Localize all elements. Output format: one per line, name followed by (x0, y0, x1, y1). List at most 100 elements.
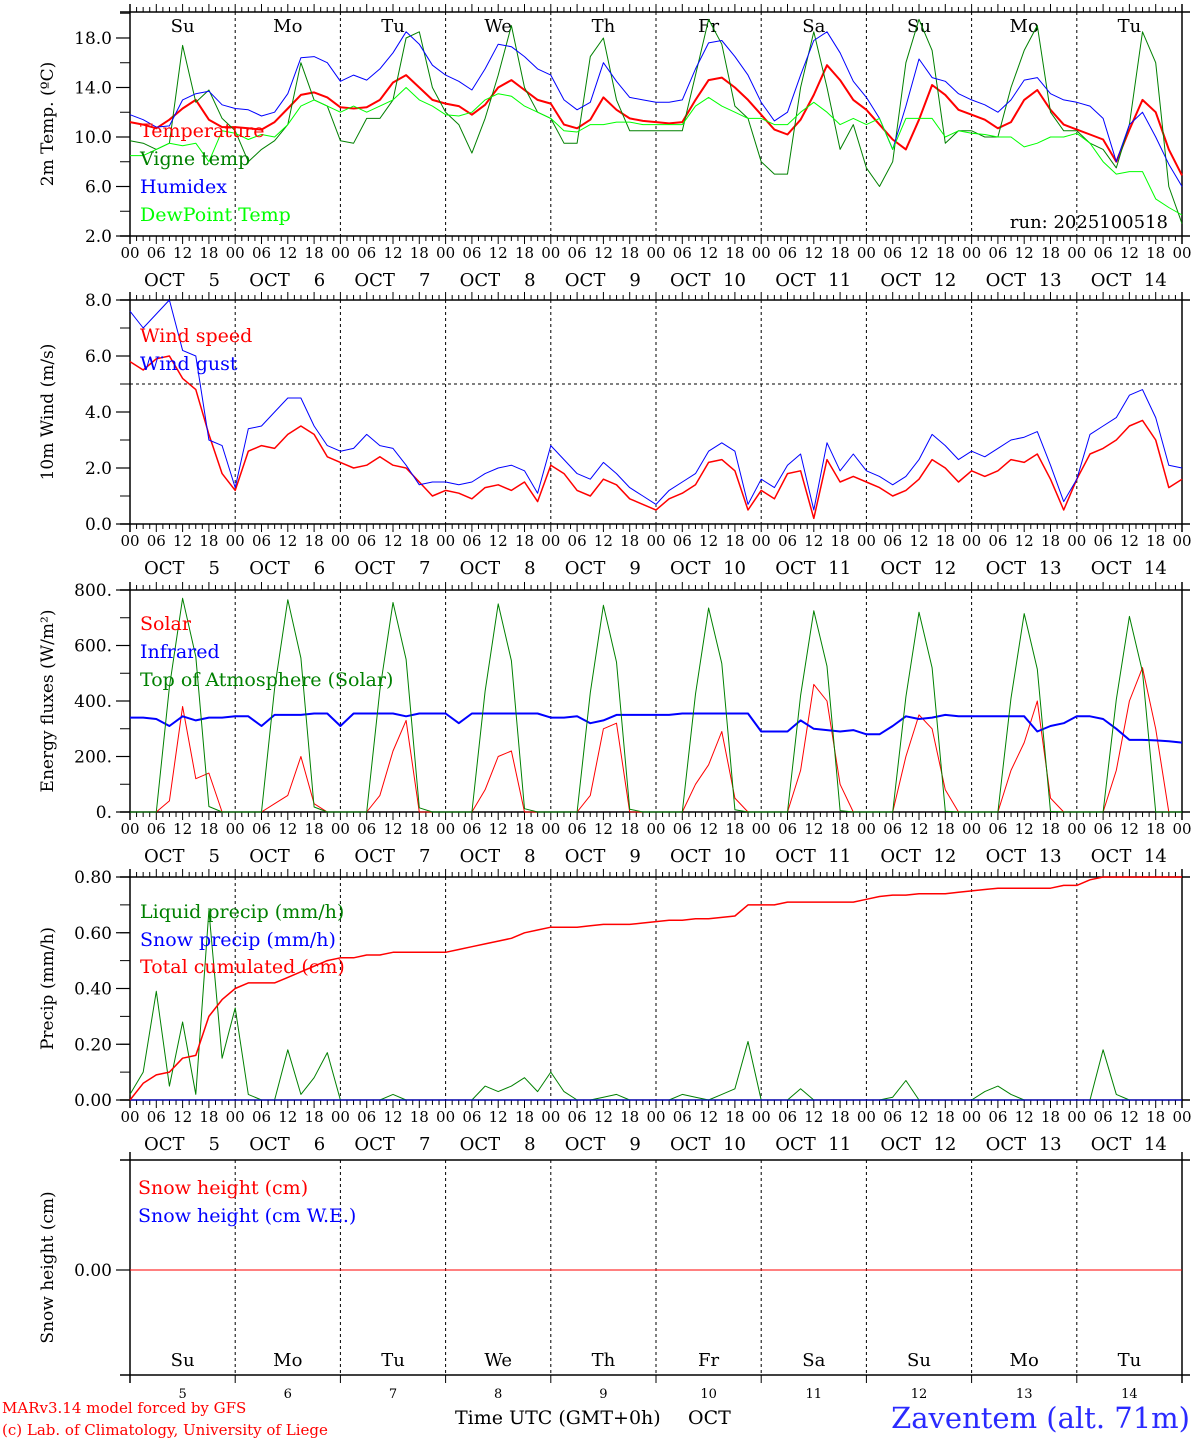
day-label: 12 (933, 846, 956, 867)
hour-tick-label: 00 (331, 244, 350, 262)
month-label: OCT (460, 270, 501, 291)
month-label: OCT (775, 270, 816, 291)
hour-tick-label: 12 (594, 532, 613, 550)
y-tick-label: 0.20 (74, 1035, 112, 1055)
legend-entry: Humidex (140, 176, 227, 198)
weekday-label: Su (171, 16, 195, 37)
legend-entry: Snow height (cm W.E.) (138, 1205, 356, 1227)
bottom-day-number: 6 (284, 1387, 292, 1402)
legend-entry: Top of Atmosphere (Solar) (140, 669, 393, 691)
y-tick-label: 18.0 (74, 29, 112, 49)
hour-tick-label: 06 (673, 820, 692, 838)
month-label: OCT (249, 846, 290, 867)
hour-tick-label: 18 (1041, 820, 1060, 838)
month-label: OCT (460, 558, 501, 579)
y-tick-label: 8.0 (85, 291, 112, 311)
day-label: 14 (1144, 846, 1167, 867)
hour-tick-label: 12 (699, 1108, 718, 1126)
day-label: 5 (209, 558, 220, 579)
hour-tick-label: 00 (752, 244, 771, 262)
legend-entry: Solar (140, 613, 192, 635)
y-tick-label: 10.0 (74, 128, 112, 148)
hour-tick-label: 06 (462, 244, 481, 262)
weekday-label: Th (592, 16, 616, 37)
series-line-top-of-atmosphere-solar (130, 597, 1182, 813)
hour-tick-label: 00 (226, 1108, 245, 1126)
day-label: 5 (209, 846, 220, 867)
hour-tick-label: 18 (936, 532, 955, 550)
day-label: 5 (209, 1134, 220, 1155)
day-label: 9 (629, 558, 640, 579)
month-label: OCT (249, 1134, 290, 1155)
hour-tick-label: 00 (331, 1108, 350, 1126)
hour-tick-label: 06 (883, 532, 902, 550)
y-tick-label: 0.80 (74, 868, 112, 888)
hour-tick-label: 00 (436, 820, 455, 838)
hour-tick-label: 12 (278, 820, 297, 838)
day-label: 8 (524, 270, 535, 291)
month-label: OCT (1091, 270, 1132, 291)
day-label: 11 (828, 1134, 851, 1155)
hour-tick-label: 06 (568, 1108, 587, 1126)
bottom-day-number: 5 (178, 1387, 186, 1402)
hour-tick-label: 18 (515, 244, 534, 262)
y-tick-label: 0.40 (74, 980, 112, 1000)
bottom-day-number: 11 (806, 1387, 823, 1402)
month-label: OCT (249, 558, 290, 579)
hour-tick-label: 12 (699, 244, 718, 262)
day-label: 7 (419, 558, 430, 579)
hour-tick-label: 18 (936, 244, 955, 262)
day-label: 6 (314, 1134, 325, 1155)
hour-tick-label: 00 (226, 532, 245, 550)
y-axis-title: 10m Wind (m/s) (38, 344, 58, 481)
month-label: OCT (775, 558, 816, 579)
hour-tick-label: 00 (436, 1108, 455, 1126)
hour-tick-label: 12 (804, 1108, 823, 1126)
hour-tick-label: 18 (831, 244, 850, 262)
hour-tick-label: 18 (725, 532, 744, 550)
hour-tick-label: 00 (436, 244, 455, 262)
hour-tick-label: 12 (909, 820, 928, 838)
hour-tick-label: 00 (120, 820, 139, 838)
y-tick-label: 0.60 (74, 924, 112, 944)
hour-tick-label: 12 (594, 820, 613, 838)
hour-tick-label: 00 (541, 244, 560, 262)
month-label: OCT (354, 558, 395, 579)
hour-tick-label: 06 (462, 820, 481, 838)
hour-tick-label: 18 (1041, 1108, 1060, 1126)
hour-tick-label: 00 (331, 532, 350, 550)
day-label: 7 (419, 270, 430, 291)
panel-3: 0. 200. 400. 600. 800. Energy fluxes (W/m²) 00… (38, 581, 1192, 867)
hour-tick-label: 18 (936, 820, 955, 838)
day-label: 7 (419, 1134, 430, 1155)
hour-tick-label: 18 (199, 820, 218, 838)
weekday-label: Mo (1010, 1350, 1039, 1371)
month-label: OCT (565, 1134, 606, 1155)
weekday-label: Tu (1118, 16, 1142, 37)
hour-tick-label: 18 (305, 244, 324, 262)
month-label: OCT (670, 558, 711, 579)
hour-tick-label: 12 (594, 1108, 613, 1126)
weekday-label: Tu (1118, 1350, 1142, 1371)
day-label: 13 (1039, 846, 1062, 867)
y-tick-label: 6.0 (85, 177, 112, 197)
hour-tick-label: 00 (1172, 1108, 1191, 1126)
hour-tick-label: 06 (883, 820, 902, 838)
hour-tick-label: 12 (383, 532, 402, 550)
y-axis-title: Energy fluxes (W/m²) (38, 610, 58, 793)
weekday-label: Su (907, 16, 931, 37)
hour-tick-label: 12 (489, 820, 508, 838)
hour-tick-label: 00 (541, 1108, 560, 1126)
y-tick-label: 6.0 (85, 347, 112, 367)
hour-tick-label: 18 (305, 532, 324, 550)
month-label: OCT (670, 846, 711, 867)
hour-tick-label: 18 (410, 244, 429, 262)
hour-tick-label: 12 (909, 244, 928, 262)
hour-tick-label: 12 (699, 532, 718, 550)
hour-tick-label: 12 (383, 820, 402, 838)
legend-entry: Snow precip (mm/h) (140, 929, 336, 951)
hour-tick-label: 18 (515, 1108, 534, 1126)
weekday-label: Su (907, 1350, 931, 1371)
hour-tick-label: 18 (515, 820, 534, 838)
x-axis-month: OCT (688, 1407, 731, 1429)
